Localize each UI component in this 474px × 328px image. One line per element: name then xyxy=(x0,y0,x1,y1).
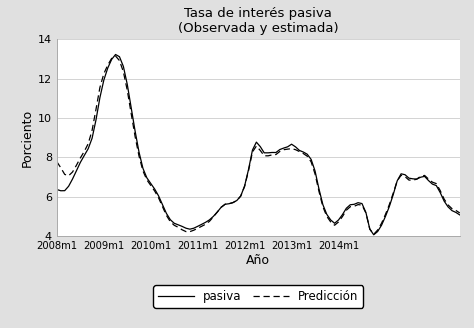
Predicción xyxy=(457,211,463,215)
pasiva xyxy=(371,233,376,237)
Predicción xyxy=(66,174,72,178)
pasiva xyxy=(257,145,263,149)
pasiva xyxy=(457,213,463,217)
pasiva xyxy=(54,188,60,192)
Predicción xyxy=(113,54,118,58)
Predicción xyxy=(371,232,376,236)
Line: Predicción: Predicción xyxy=(57,56,460,234)
Y-axis label: Porciento: Porciento xyxy=(21,109,34,167)
pasiva xyxy=(113,52,118,56)
Predicción xyxy=(257,149,263,153)
Legend: pasiva, Predicción: pasiva, Predicción xyxy=(154,285,363,308)
Predicción xyxy=(429,180,435,184)
X-axis label: Año: Año xyxy=(246,254,270,267)
Title: Tasa de interés pasiva
(Observada y estimada): Tasa de interés pasiva (Observada y esti… xyxy=(178,8,338,35)
Predicción xyxy=(175,225,181,229)
Predicción xyxy=(54,160,60,164)
pasiva xyxy=(449,209,455,213)
Predicción xyxy=(449,207,455,211)
Predicción xyxy=(160,205,165,209)
pasiva xyxy=(429,182,435,186)
Line: pasiva: pasiva xyxy=(57,54,460,235)
pasiva xyxy=(66,184,72,188)
pasiva xyxy=(160,203,165,207)
pasiva xyxy=(175,223,181,227)
